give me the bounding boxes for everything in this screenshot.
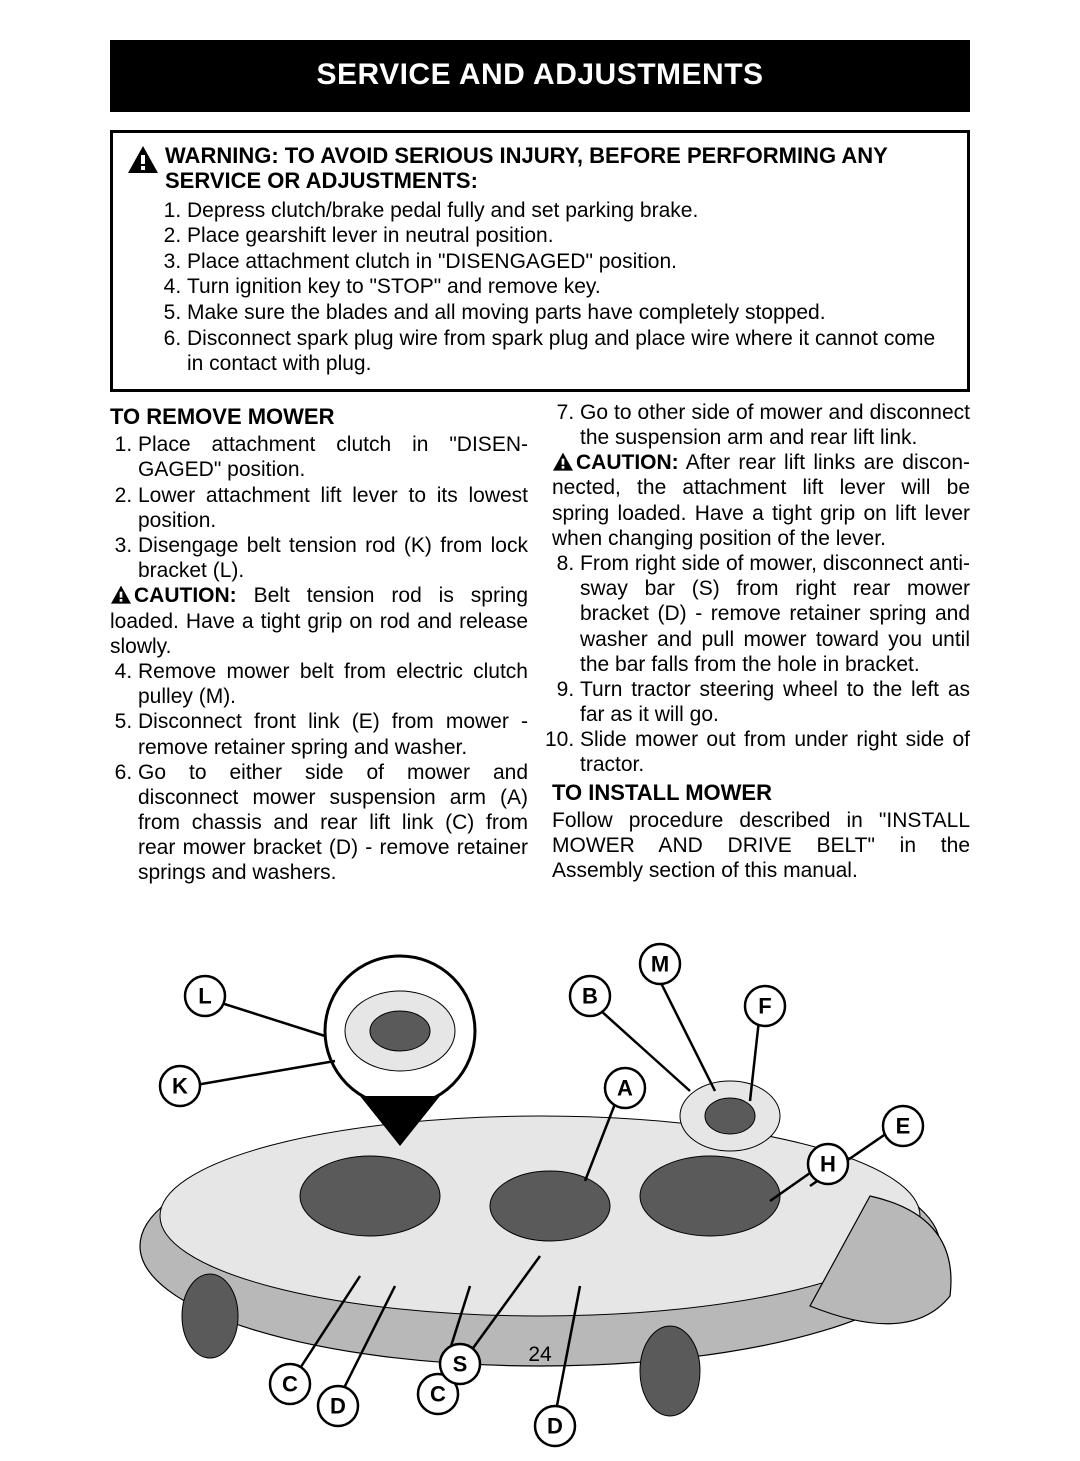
- remove-mower-heading: TO REMOVE MOWER: [110, 404, 528, 430]
- list-item: Turn tractor steering wheel to the left …: [580, 677, 970, 727]
- warning-title-line1: WARNING: TO AVOID SERIOUS INJURY, BEFORE…: [165, 143, 888, 168]
- list-item: Slide mower out from under right side of…: [580, 727, 970, 777]
- svg-text:A: A: [617, 1075, 633, 1100]
- caution-lift-lever: CAUTION: After rear lift links are disco…: [552, 450, 970, 551]
- callout-K: K: [160, 1066, 200, 1106]
- svg-text:F: F: [758, 993, 771, 1018]
- callout-A: A: [605, 1068, 645, 1108]
- caution-belt-tension: CAUTION: Belt tension rod is spring load…: [110, 583, 528, 659]
- callout-C1: C: [270, 1364, 310, 1404]
- left-column: TO REMOVE MOWER Place attachment clutch …: [110, 400, 528, 886]
- warning-icon: [552, 452, 574, 472]
- callout-L: L: [185, 976, 225, 1016]
- warning-step: Place gearshift lever in neutral positio…: [187, 223, 953, 249]
- list-item: From right side of mower, disconnect ant…: [580, 551, 970, 677]
- svg-text:C: C: [282, 1371, 298, 1396]
- callout-H: H: [808, 1144, 848, 1184]
- list-item: Disconnect front link (E) from mower - r…: [138, 709, 528, 759]
- callout-B: B: [570, 976, 610, 1016]
- svg-text:M: M: [651, 951, 669, 976]
- callout-D1: D: [318, 1386, 358, 1426]
- svg-text:B: B: [582, 983, 598, 1008]
- remove-steps-d: From right side of mower, disconnect ant…: [552, 551, 970, 778]
- warning-steps-list: Depress clutch/brake pedal fully and set…: [127, 198, 953, 377]
- callout-D2: D: [535, 1406, 575, 1446]
- body-columns: TO REMOVE MOWER Place attachment clutch …: [110, 400, 970, 886]
- list-item: Disengage belt tension rod (K) from lock…: [138, 533, 528, 583]
- remove-steps-c: Go to other side of mower and disconnect…: [552, 400, 970, 450]
- warning-box: WARNING: TO AVOID SERIOUS INJURY, BEFORE…: [110, 130, 970, 392]
- warning-step: Disconnect spark plug wire from spark pl…: [187, 326, 953, 377]
- warning-title-line2: SERVICE OR ADJUSTMENTS:: [165, 168, 478, 193]
- svg-text:K: K: [172, 1073, 188, 1098]
- warning-header: WARNING: TO AVOID SERIOUS INJURY, BEFORE…: [127, 143, 953, 194]
- remove-steps-a: Place attachment clutch in "DISEN­GAGED"…: [110, 432, 528, 583]
- callout-E: E: [883, 1106, 923, 1146]
- list-item: Place attachment clutch in "DISEN­GAGED"…: [138, 432, 528, 482]
- warning-step: Depress clutch/brake pedal fully and set…: [187, 198, 953, 224]
- warning-step: Turn ignition key to "STOP" and remove k…: [187, 274, 953, 300]
- list-item: Lower attachment lift lever to its lowes…: [138, 483, 528, 533]
- svg-text:H: H: [820, 1151, 836, 1176]
- install-mower-text: Follow procedure described in "INSTALL M…: [552, 808, 970, 884]
- svg-text:C: C: [430, 1381, 446, 1406]
- install-mower-heading: TO INSTALL MOWER: [552, 780, 970, 806]
- list-item: Go to either side of mower and disconnec…: [138, 760, 528, 886]
- right-column: Go to other side of mower and disconnect…: [552, 400, 970, 886]
- callout-M: M: [640, 944, 680, 984]
- warning-step: Make sure the blades and all moving part…: [187, 300, 953, 326]
- svg-text:D: D: [547, 1413, 563, 1438]
- warning-icon: [110, 585, 132, 605]
- caution-label: CAUTION:: [134, 584, 237, 607]
- warning-step: Place attachment clutch in "DISENGAGED" …: [187, 249, 953, 275]
- remove-steps-b: Remove mower belt from electric clutch p…: [110, 659, 528, 886]
- list-item: Go to other side of mower and disconnect…: [580, 400, 970, 450]
- list-item: Remove mower belt from electric clutch p…: [138, 659, 528, 709]
- banner-title: SERVICE AND ADJUSTMENTS: [316, 58, 763, 91]
- warning-title: WARNING: TO AVOID SERIOUS INJURY, BEFORE…: [165, 143, 888, 194]
- callout-F: F: [745, 986, 785, 1026]
- section-banner: SERVICE AND ADJUSTMENTS: [110, 40, 970, 112]
- caution-label: CAUTION:: [576, 451, 679, 474]
- svg-text:E: E: [896, 1113, 911, 1138]
- svg-text:L: L: [198, 983, 211, 1008]
- warning-icon: [127, 145, 159, 175]
- page-number: 24: [0, 1343, 1080, 1367]
- mower-deck-diagram: L K B M F A E H C D C S: [110, 916, 970, 1456]
